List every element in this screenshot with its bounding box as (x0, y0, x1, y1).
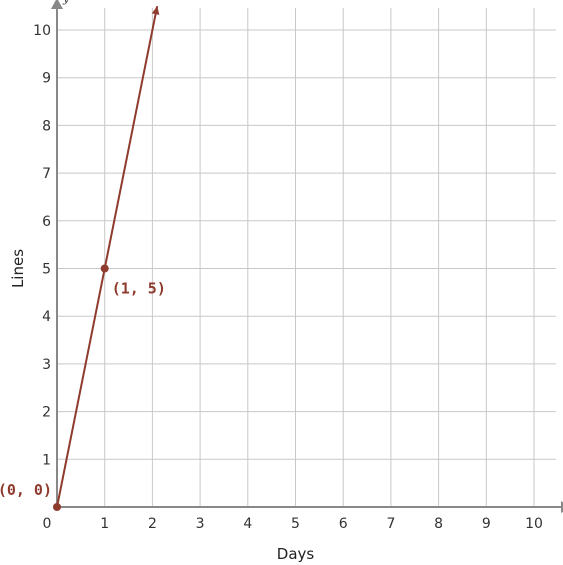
y-tick-label: 5 (42, 262, 51, 278)
x-tick-label: 3 (196, 516, 205, 532)
y-tick-label: 9 (42, 71, 51, 87)
series: (0, 0) (1, 5) (0, 5, 166, 511)
x-tick-label: 2 (148, 516, 157, 532)
data-point (53, 503, 61, 511)
y-tick-label: 6 (42, 214, 51, 230)
x-tick-label: 7 (386, 516, 395, 532)
y-axis-title: Lines (9, 249, 27, 288)
y-tick-label: 8 (42, 118, 51, 134)
grid (57, 8, 556, 507)
y-tick-label: 4 (42, 309, 51, 325)
y-axis-arrow (51, 0, 63, 9)
series-line-arrow (151, 6, 160, 15)
y-axis-letter: y (62, 0, 70, 5)
data-point-label: (0, 0) (0, 481, 52, 499)
tick-labels: 0 1 2 3 4 5 6 7 8 9 10 1 2 3 4 5 6 7 8 9 10 (33, 23, 543, 532)
y-tick-label: 1 (42, 452, 51, 468)
x-tick-label: 9 (482, 516, 491, 532)
x-tick-label: 4 (243, 516, 252, 532)
series-line (56, 5, 159, 508)
y-tick-label: 7 (42, 166, 51, 182)
x-tick-label: 5 (291, 516, 300, 532)
x-tick-label: 8 (434, 516, 443, 532)
y-tick-label: 3 (42, 357, 51, 373)
data-point-label: (1, 5) (112, 280, 166, 298)
y-tick-label: 10 (33, 23, 51, 39)
x-tick-label: 10 (525, 516, 543, 532)
data-point (100, 264, 109, 273)
x-axis-title: Days (277, 545, 315, 563)
y-tick-label: 2 (42, 405, 51, 421)
x-tick-label: 6 (339, 516, 348, 532)
x-tick-label: 1 (100, 516, 109, 532)
x-tick-label: 0 (43, 516, 52, 532)
